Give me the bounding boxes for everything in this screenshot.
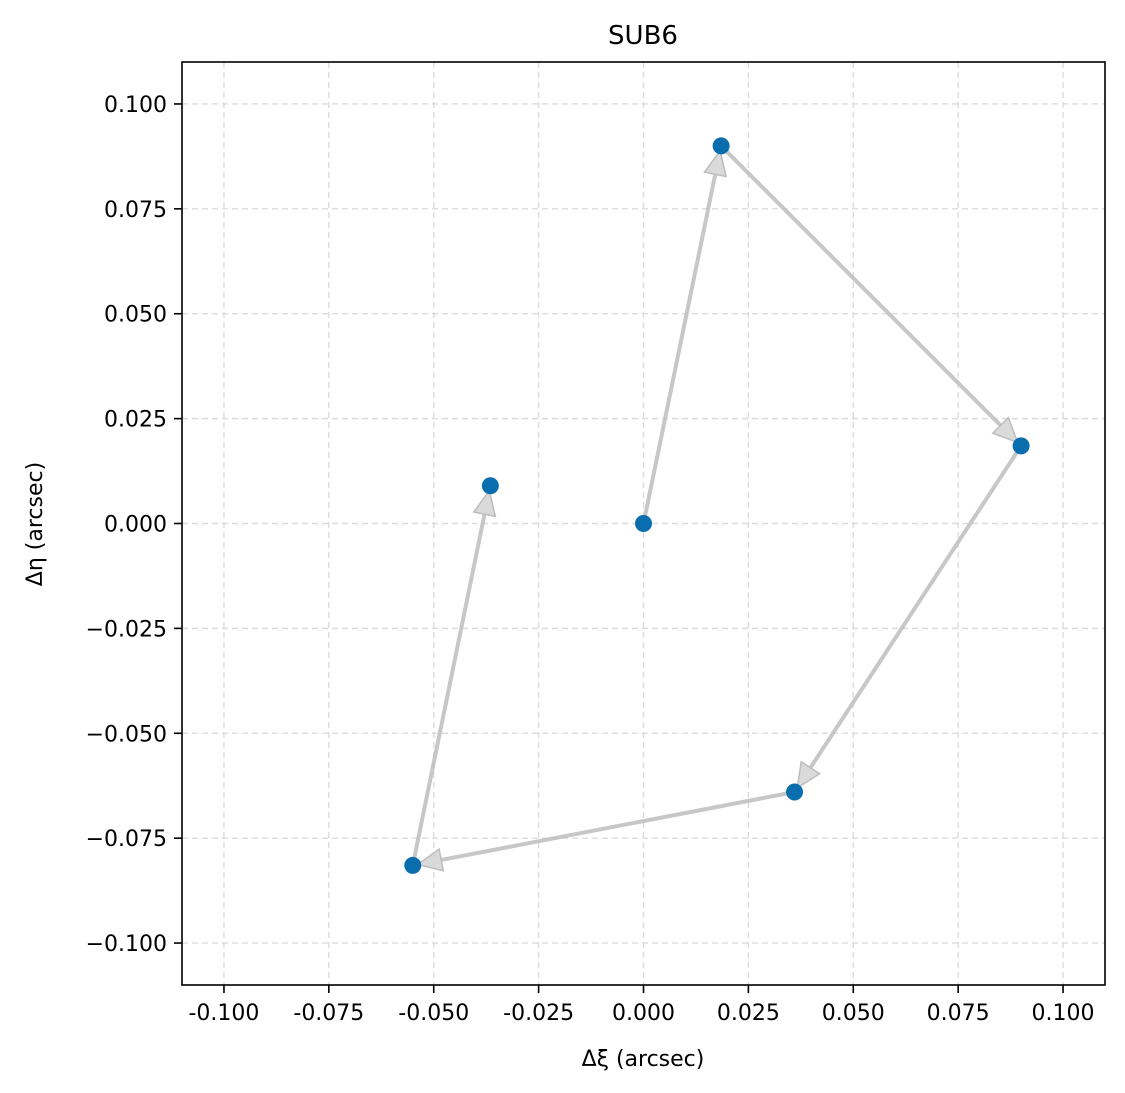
arrows	[410, 144, 1023, 872]
data-point	[786, 783, 804, 801]
x-tick-label: -0.025	[503, 1001, 574, 1026]
data-point	[1012, 437, 1030, 455]
y-axis-label: Δη (arcsec)	[23, 462, 48, 586]
y-tick-label: −0.075	[86, 827, 167, 852]
grid	[182, 62, 1105, 985]
data-point	[404, 856, 422, 874]
y-axis-ticks: −0.100 −0.075 −0.050 −0.025 0.000 0.025 0.050 0…	[86, 93, 182, 957]
x-tick-label: 0.050	[822, 1001, 885, 1026]
trajectory-arrow	[641, 149, 728, 524]
y-tick-label: 0.050	[104, 303, 167, 328]
x-tick-label: -0.050	[398, 1001, 469, 1026]
y-tick-label: 0.000	[104, 513, 167, 538]
data-points	[404, 137, 1030, 874]
y-tick-label: −0.025	[86, 617, 167, 642]
x-tick-label: 0.025	[717, 1001, 780, 1026]
x-axis-label: Δξ (arcsec)	[582, 1047, 705, 1072]
x-tick-label: -0.100	[188, 1001, 259, 1026]
y-tick-label: −0.050	[86, 722, 167, 747]
y-tick-label: 0.025	[104, 408, 167, 433]
x-axis-ticks: -0.100 -0.075 -0.050 -0.025 0.000 0.025 0.050 0…	[188, 985, 1095, 1026]
y-tick-label: 0.075	[104, 198, 167, 223]
data-point	[635, 515, 652, 532]
x-tick-label: -0.075	[293, 1001, 364, 1026]
y-tick-label: 0.100	[104, 93, 167, 118]
y-tick-label: −0.100	[86, 932, 167, 957]
chart-title: SUB6	[608, 21, 678, 51]
trajectory-arrow	[719, 144, 1019, 444]
x-tick-label: 0.000	[612, 1001, 675, 1026]
trajectory-arrow	[796, 444, 1023, 790]
trajectory-arrow	[415, 790, 795, 872]
data-point	[712, 137, 730, 155]
data-point	[481, 477, 499, 495]
x-tick-label: 0.075	[927, 1001, 990, 1026]
trajectory-arrow	[410, 488, 497, 866]
x-tick-label: 0.100	[1032, 1001, 1095, 1026]
